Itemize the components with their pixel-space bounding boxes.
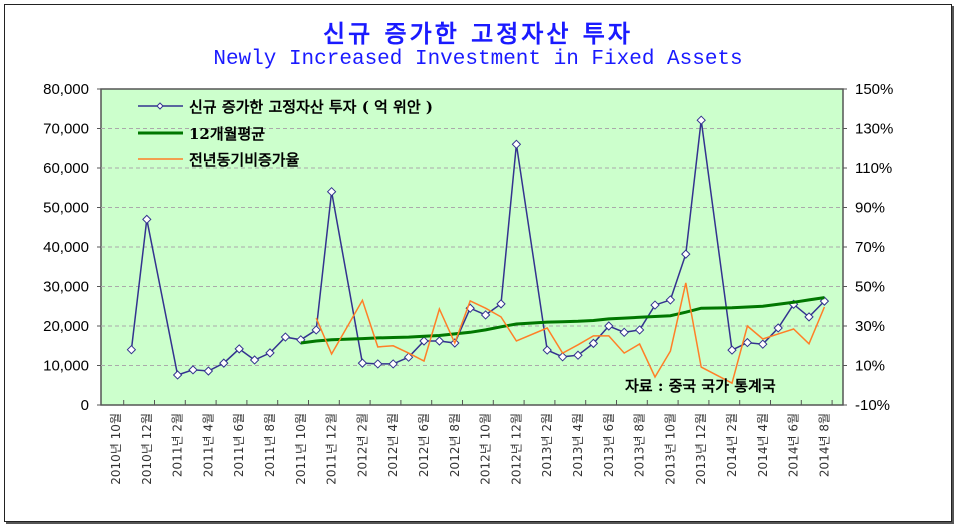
x-tick-label: 2010년 10월 — [109, 413, 123, 485]
x-tick-label: 2013년 4월 — [571, 413, 585, 477]
data-point-marker — [373, 359, 383, 369]
data-point-marker — [727, 345, 737, 355]
y-left-tick-label: 50,000 — [43, 200, 89, 217]
y-right-tick-label: -10% — [855, 397, 890, 414]
x-tick-label: 2013년 2월 — [540, 413, 554, 477]
x-tick-label: 2013년 8월 — [633, 413, 647, 477]
data-point-marker — [804, 312, 814, 322]
y-left-tick-label: 80,000 — [43, 81, 89, 98]
y-left-tick-label: 20,000 — [43, 318, 89, 335]
legend-label-2: 12개월평균 — [189, 125, 265, 143]
y-right-tick-label: 30% — [855, 318, 885, 335]
x-tick-label: 2013년 6월 — [602, 413, 616, 477]
legend-marker — [156, 102, 164, 110]
data-point-marker — [280, 332, 291, 342]
data-point-marker — [588, 338, 599, 349]
data-point-marker — [219, 358, 229, 368]
data-point-marker — [357, 358, 368, 368]
y-right-tick-label: 90% — [855, 200, 885, 217]
data-point-marker — [650, 300, 660, 310]
data-point-marker — [742, 337, 753, 348]
data-point-marker — [681, 249, 691, 259]
x-tick-label: 2014년 4월 — [756, 413, 770, 477]
x-tick-label: 2014년 2월 — [725, 413, 739, 477]
x-tick-label: 2014년 6월 — [787, 413, 801, 477]
y-right-tick-label: 130% — [855, 121, 893, 138]
x-tick-label: 2012년 2월 — [355, 413, 369, 477]
y-right-tick-label: 110% — [855, 160, 892, 177]
series-line-2 — [300, 296, 825, 345]
data-point-marker — [557, 352, 568, 362]
y-right-tick-label: 70% — [855, 239, 885, 256]
data-point-marker — [142, 214, 152, 225]
y-left-tick-label: 10,000 — [43, 358, 89, 375]
data-point-marker — [665, 295, 676, 305]
y-left-tick-label: 60,000 — [43, 160, 89, 177]
data-point-marker — [696, 115, 706, 125]
y-left-tick-label: 70,000 — [43, 121, 89, 138]
data-point-marker — [604, 321, 614, 331]
data-point-marker — [188, 365, 198, 375]
data-point-marker — [758, 339, 768, 349]
y-right-tick-label: 150% — [855, 81, 893, 98]
x-tick-label: 2011년 2월 — [171, 413, 185, 477]
chart-subtitle: Newly Increased Investment in Fixed Asse… — [213, 48, 743, 71]
series-line-3 — [315, 282, 826, 385]
data-point-marker — [311, 325, 321, 335]
data-point-marker — [773, 323, 783, 333]
y-left-tick-label: 40,000 — [43, 239, 89, 256]
data-point-marker — [480, 310, 491, 320]
data-point-marker — [573, 350, 583, 360]
data-point-marker — [203, 366, 214, 376]
data-point-marker — [126, 344, 137, 355]
y-right-tick-label: 50% — [855, 279, 885, 296]
source-note: 자료 : 중국 국가 통계국 — [625, 377, 776, 395]
data-point-marker — [542, 345, 552, 355]
x-tick-label: 2012년 8월 — [448, 413, 462, 477]
data-point-marker — [434, 336, 445, 346]
x-tick-label: 2012년 10월 — [479, 413, 493, 485]
x-tick-label: 2011년 8월 — [263, 413, 277, 477]
y-left-tick-label: 0 — [81, 397, 89, 414]
x-tick-label: 2011년 4월 — [201, 413, 215, 477]
data-point-marker — [403, 352, 414, 362]
x-tick-label: 2014년 8월 — [817, 413, 831, 477]
x-tick-label: 2013년 12월 — [694, 413, 708, 485]
data-point-marker — [234, 344, 244, 354]
chart-title: 신규 증가한 고정자산 투자 — [323, 19, 633, 48]
data-point-marker — [419, 336, 429, 346]
x-tick-label: 2011년 6월 — [232, 413, 246, 477]
x-tick-label: 2011년 10월 — [294, 413, 308, 485]
x-tick-label: 2012년 12월 — [509, 413, 523, 485]
data-point-marker — [172, 370, 183, 380]
data-point-marker — [326, 186, 337, 197]
data-point-marker — [265, 348, 275, 358]
x-tick-label: 2011년 12월 — [325, 413, 339, 485]
legend-label-3: 전년동기비증가율 — [189, 151, 300, 169]
x-tick-label: 2010년 12월 — [140, 413, 154, 485]
data-point-marker — [511, 139, 522, 150]
y-left-tick-label: 30,000 — [43, 279, 89, 296]
y-right-tick-label: 10% — [855, 358, 885, 375]
x-tick-label: 2012년 4월 — [386, 413, 400, 477]
legend-label-1: 신규 증가한 고정자산 투자 ( 억 위안 ) — [189, 98, 433, 116]
data-point-marker — [634, 325, 645, 335]
data-point-marker — [496, 299, 506, 309]
data-point-marker — [619, 327, 629, 338]
data-point-marker — [249, 355, 260, 365]
x-tick-label: 2012년 6월 — [417, 413, 431, 477]
data-point-marker — [388, 359, 398, 369]
x-tick-label: 2013년 10월 — [663, 413, 677, 485]
